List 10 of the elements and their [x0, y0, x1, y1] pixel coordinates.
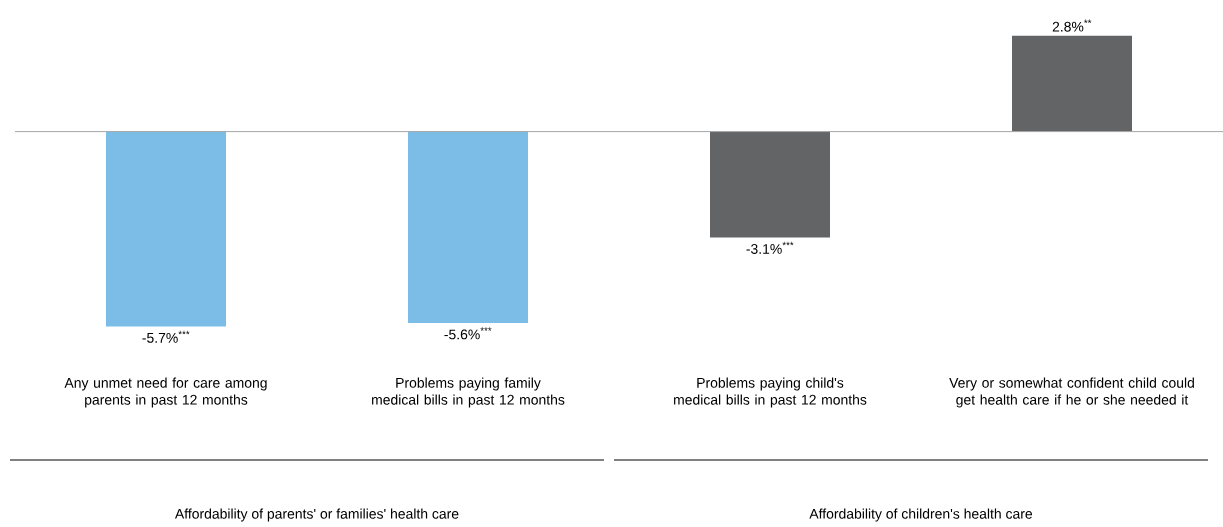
text: Affordability of parents' or families' health care	[174, 508, 459, 522]
data-label: -3.1%$^{***}$	[746, 241, 794, 254]
x-tick-label: Very or somewhat confident child could get health care if he or she needed it	[949, 377, 1194, 408]
x-tick-label: Any unmet need for care among parents in past 12 months	[64, 377, 267, 408]
data-label: 2.8%$^{**}$	[1052, 19, 1092, 32]
x-tick-label: Problems paying child's medical bills in past 12 months	[674, 377, 867, 408]
x-tick-label: Problems paying family medical bills in past 12 months	[372, 377, 565, 408]
data-label: -5.6%$^{***}$	[444, 327, 492, 340]
text: Affordability of children's health care	[809, 508, 1033, 522]
data-label: -5.7%$^{***}$	[142, 330, 190, 343]
